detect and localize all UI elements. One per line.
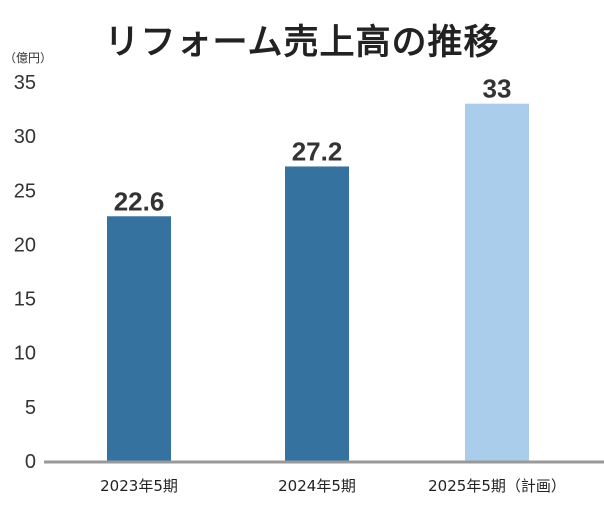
y-axis-ticks: 0 5 10 15 20 25 30 35 <box>14 72 36 473</box>
x-category-label: 2023年5期 <box>100 477 178 495</box>
bars <box>107 103 529 462</box>
bar <box>465 103 529 462</box>
y-axis-unit-label: （億円） <box>4 51 52 65</box>
bar-value-label: 33 <box>483 74 512 104</box>
x-category-label: 2025年5期（計画） <box>428 477 566 495</box>
bar-value-label: 27.2 <box>292 136 343 166</box>
y-tick-label: 0 <box>25 451 36 473</box>
value-labels: 22.6 27.2 33 <box>114 74 512 217</box>
y-tick-label: 35 <box>14 72 36 94</box>
chart-title: リフォーム売上高の推移 <box>104 23 500 63</box>
y-tick-label: 15 <box>14 289 36 311</box>
bar <box>285 166 349 461</box>
y-tick-label: 5 <box>25 397 36 419</box>
category-labels: 2023年5期 2024年5期 2025年5期（計画） <box>100 477 566 495</box>
bar <box>107 216 171 461</box>
bar-value-label: 22.6 <box>114 186 165 216</box>
y-tick-label: 10 <box>14 343 36 365</box>
x-category-label: 2024年5期 <box>278 477 356 495</box>
y-tick-label: 30 <box>14 126 36 148</box>
y-tick-label: 20 <box>14 234 36 256</box>
y-tick-label: 25 <box>14 180 36 202</box>
